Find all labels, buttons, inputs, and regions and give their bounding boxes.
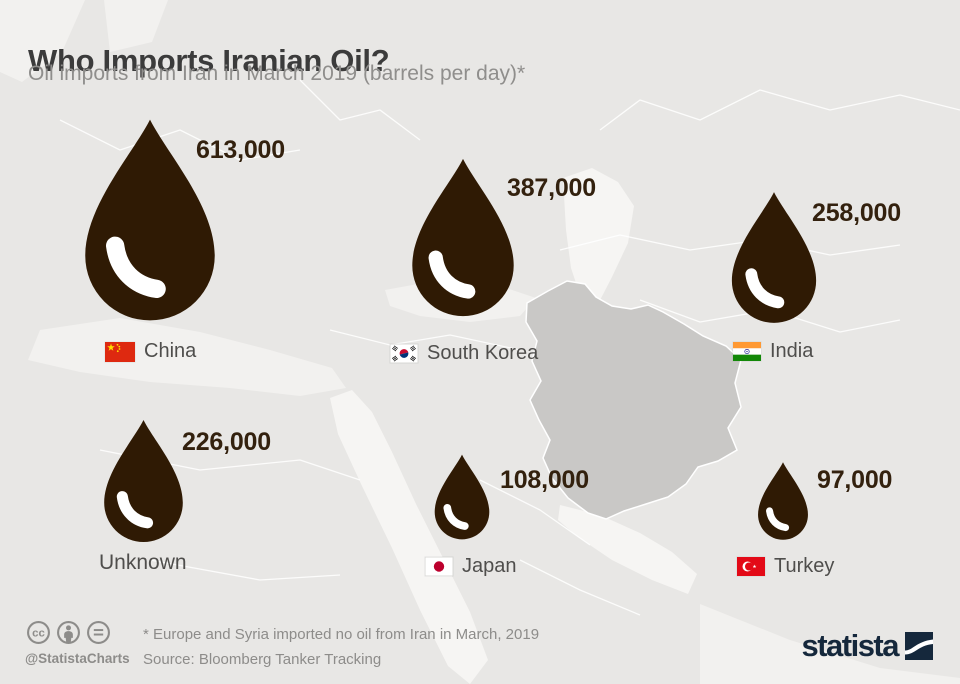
turkey-flag-icon	[737, 557, 765, 576]
import-value-unknown: 226,000	[182, 428, 271, 456]
oil-drop-icon-japan	[434, 454, 490, 540]
country-name: China	[144, 340, 197, 362]
mediterranean-sea	[28, 318, 346, 396]
import-value-japan: 108,000	[500, 466, 589, 494]
import-value-china: 613,000	[196, 136, 285, 164]
import-value-turkey: 97,000	[817, 466, 893, 494]
map-border-line	[519, 559, 641, 616]
arabian-sea	[700, 604, 960, 684]
country-name: Japan	[462, 555, 517, 577]
sea-shape	[104, 0, 168, 52]
source-line: Source: Bloomberg Tanker Tracking	[143, 651, 382, 668]
japan-flag-icon	[425, 557, 453, 576]
china-flag-icon	[105, 341, 135, 362]
country-label-turkey: Turkey	[737, 555, 834, 578]
map-border-line	[559, 234, 901, 256]
oil-drop-icon-south-korea	[412, 158, 514, 317]
statista-charts-handle: @StatistaCharts	[25, 651, 130, 666]
statista-logo-text: statista	[801, 628, 899, 663]
country-name: Unknown	[99, 551, 187, 574]
country-label-unknown: Unknown	[99, 551, 187, 575]
country-label-south-korea: South Korea	[390, 342, 538, 365]
page-title: Who Imports Iranian Oil?	[28, 42, 390, 78]
map-border-line	[59, 119, 301, 161]
footnote: * Europe and Syria imported no oil from …	[143, 626, 540, 643]
country-label-china: China	[105, 340, 196, 363]
red-sea	[330, 390, 488, 684]
south-korea-flag-icon	[390, 344, 418, 363]
country-name: Turkey	[774, 555, 835, 577]
map-border-line	[599, 89, 960, 131]
cc-by-person-icon	[57, 621, 80, 644]
import-value-india: 258,000	[812, 199, 901, 227]
cc-license-icons: cc	[26, 620, 111, 645]
caspian-sea	[563, 168, 634, 306]
oil-drop-icon-unknown	[104, 420, 183, 542]
map-border-line	[479, 479, 591, 546]
country-label-japan: Japan	[425, 555, 517, 578]
india-flag-icon	[733, 342, 761, 361]
svg-text:cc: cc	[32, 627, 45, 639]
map-border-line	[149, 559, 341, 581]
import-value-south-korea: 387,000	[507, 174, 596, 202]
oil-drop-icon-turkey	[758, 462, 808, 540]
statista-logo-mark-icon	[905, 631, 933, 660]
oil-drop-icon-china	[85, 119, 215, 321]
sea-shape	[0, 0, 85, 82]
oil-drop-icon-india	[731, 192, 817, 323]
country-name: India	[770, 340, 814, 362]
country-label-india: India	[733, 340, 813, 363]
page-subtitle: Oil imports from Iran in March 2019 (bar…	[28, 62, 526, 85]
map-border-line	[299, 79, 421, 141]
cc-equals-icon	[87, 621, 110, 644]
iran-shape	[525, 280, 742, 520]
country-name: South Korea	[427, 342, 539, 364]
statista-logo: statista	[801, 630, 933, 661]
map-border-line	[329, 329, 521, 351]
cc-icon: cc	[27, 621, 50, 644]
persian-gulf	[558, 505, 697, 594]
